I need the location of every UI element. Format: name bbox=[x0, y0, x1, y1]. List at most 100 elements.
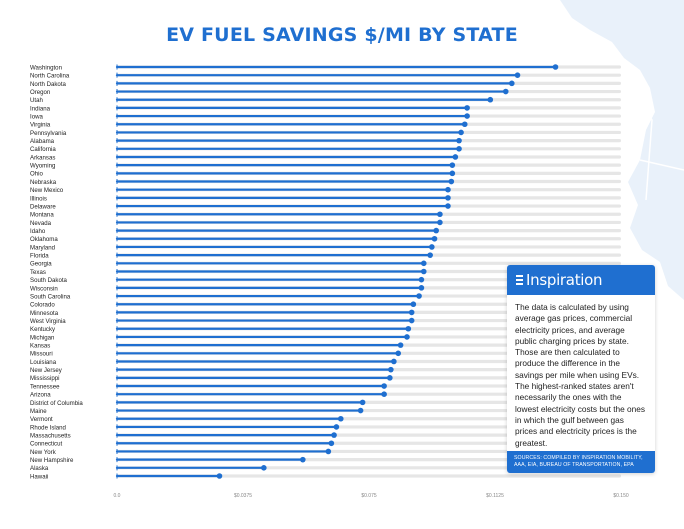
bar-point bbox=[449, 170, 456, 177]
category-label: Colorado bbox=[30, 302, 55, 309]
bar-point bbox=[445, 195, 451, 201]
bar-point bbox=[359, 399, 366, 406]
category-label: Minnesota bbox=[30, 310, 59, 317]
bar-point bbox=[416, 293, 422, 299]
bar-point bbox=[445, 203, 451, 209]
x-tick-label: $0.0375 bbox=[234, 493, 252, 499]
category-label: Ohio bbox=[30, 171, 43, 178]
bar-point bbox=[427, 252, 433, 258]
category-label: South Dakota bbox=[30, 277, 68, 284]
category-label: Alabama bbox=[30, 138, 55, 145]
bar-point bbox=[552, 64, 559, 70]
bar-point bbox=[420, 260, 427, 267]
bar-point bbox=[404, 334, 410, 340]
bar-point bbox=[449, 162, 456, 168]
bar-track bbox=[117, 474, 621, 478]
bar-point bbox=[300, 456, 306, 463]
category-label: Missouri bbox=[30, 351, 53, 358]
category-label: Utah bbox=[30, 97, 43, 104]
bar-point bbox=[325, 448, 332, 455]
bar-point bbox=[456, 146, 462, 152]
bar-point bbox=[408, 309, 415, 316]
category-label: Wisconsin bbox=[30, 285, 58, 292]
bar-point bbox=[395, 350, 402, 357]
bar-point bbox=[387, 375, 393, 381]
category-label: Maryland bbox=[30, 244, 55, 251]
pacific-northwest-map-shape bbox=[560, 0, 684, 300]
category-label: Wyoming bbox=[30, 163, 55, 170]
bar-point bbox=[445, 186, 451, 193]
category-label: Nevada bbox=[30, 220, 52, 227]
bar-point bbox=[509, 80, 515, 87]
bar-point bbox=[452, 154, 459, 160]
bar-point bbox=[448, 178, 455, 185]
bar-point bbox=[357, 407, 364, 414]
category-label: Idaho bbox=[30, 228, 46, 235]
category-label: South Carolina bbox=[30, 293, 71, 300]
x-tick-label: 0.0 bbox=[114, 493, 121, 499]
bar-point bbox=[328, 440, 335, 447]
category-label: Delaware bbox=[30, 203, 56, 210]
category-label: Michigan bbox=[30, 334, 54, 341]
bar-point bbox=[261, 465, 267, 471]
category-label: Vermont bbox=[30, 416, 53, 423]
category-label: Montana bbox=[30, 212, 54, 219]
bar-point bbox=[464, 105, 470, 111]
chart-bars bbox=[115, 64, 559, 479]
bar-point bbox=[502, 88, 509, 95]
category-label: New Mexico bbox=[30, 187, 64, 194]
category-label: New York bbox=[30, 449, 57, 456]
bar-point bbox=[418, 276, 425, 283]
panel-sources: SOURCES: COMPILED BY INSPIRATION MOBILIT… bbox=[507, 451, 655, 473]
bar-point bbox=[458, 129, 464, 136]
bar-point bbox=[408, 317, 415, 324]
category-label: Massachusetts bbox=[30, 433, 71, 440]
brand-logo-icon bbox=[516, 273, 523, 287]
bar-point bbox=[391, 358, 397, 365]
category-label: Florida bbox=[30, 253, 49, 260]
bar-point bbox=[381, 383, 387, 389]
category-label: Texas bbox=[30, 269, 46, 276]
category-label: Mississippi bbox=[30, 375, 59, 382]
bar-point bbox=[487, 96, 494, 103]
category-label: New Jersey bbox=[30, 367, 63, 374]
bar-point bbox=[431, 235, 438, 242]
bar-point bbox=[429, 244, 435, 250]
category-label: North Carolina bbox=[30, 73, 70, 80]
chart-x-tick-labels: 0.0 $0.0375 $0.075 $0.1125 $0.150 bbox=[114, 493, 629, 499]
bar-point bbox=[433, 227, 440, 234]
bar-point bbox=[331, 432, 337, 438]
bar-point bbox=[337, 415, 344, 422]
bar-point bbox=[388, 366, 394, 373]
category-label: Arizona bbox=[30, 392, 51, 399]
category-label: Indiana bbox=[30, 105, 51, 112]
info-panel: Inspiration The data is calculated by us… bbox=[507, 265, 655, 473]
category-label: Pennsylvania bbox=[30, 130, 67, 137]
category-label: Virginia bbox=[30, 122, 51, 129]
x-tick-label: $0.1125 bbox=[486, 493, 504, 499]
category-label: Arkansas bbox=[30, 154, 55, 161]
bar-point bbox=[514, 72, 521, 78]
bar-point bbox=[464, 113, 470, 119]
bar-point bbox=[456, 137, 462, 144]
category-label: Iowa bbox=[30, 113, 43, 120]
category-label: Rhode Island bbox=[30, 424, 66, 431]
category-label: Oregon bbox=[30, 89, 50, 96]
category-label: California bbox=[30, 146, 56, 153]
category-label: Kansas bbox=[30, 343, 50, 350]
category-label: Louisiana bbox=[30, 359, 57, 366]
category-label: Connecticut bbox=[30, 441, 62, 448]
category-label: Oklahoma bbox=[30, 236, 58, 243]
bar-point bbox=[405, 325, 412, 332]
panel-header: Inspiration bbox=[507, 265, 655, 295]
category-label: Hawaii bbox=[30, 473, 48, 480]
bar-point bbox=[418, 285, 425, 291]
x-tick-label: $0.075 bbox=[361, 493, 377, 499]
x-tick-label: $0.150 bbox=[613, 493, 629, 499]
bar-point bbox=[381, 391, 387, 398]
brand-name: Inspiration bbox=[526, 271, 603, 289]
bar-point bbox=[333, 424, 340, 430]
bar-point bbox=[216, 473, 223, 479]
